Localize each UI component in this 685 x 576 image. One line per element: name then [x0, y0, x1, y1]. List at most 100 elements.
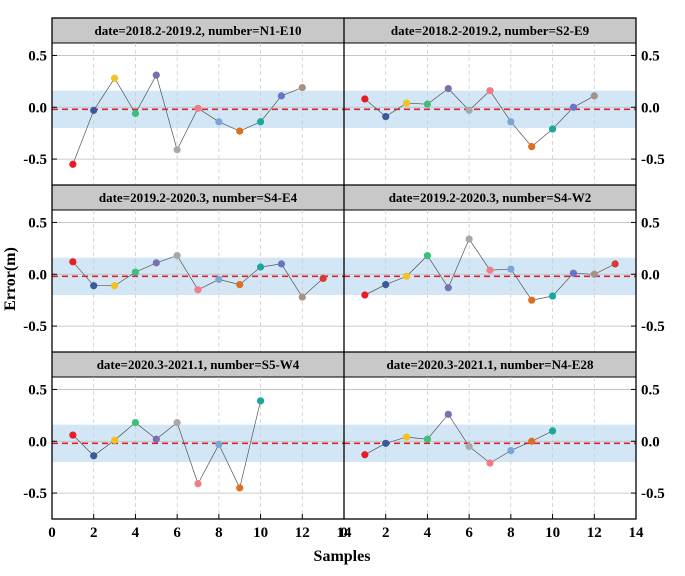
- data-point: [256, 118, 265, 126]
- data-point: [277, 92, 286, 100]
- x-tick-label: 12: [295, 525, 310, 541]
- data-point: [465, 106, 473, 114]
- y-axis-title: Error(m): [2, 247, 19, 311]
- data-point: [256, 263, 265, 271]
- data-point: [319, 274, 327, 283]
- data-point: [611, 260, 619, 268]
- data-point: [194, 104, 202, 112]
- x-tick-label: 4: [132, 525, 140, 541]
- series-line: [72, 74, 303, 165]
- data-point: [173, 146, 181, 154]
- data-point: [548, 292, 557, 300]
- data-point: [569, 103, 578, 111]
- data-point: [382, 439, 390, 447]
- y-tick-label-left: 0.5: [28, 215, 47, 231]
- panel-5: date=2020.3-2021.1, number=S5-W4: [51, 351, 345, 519]
- y-tick-label-right: -0.5: [641, 152, 665, 168]
- data-point: [590, 270, 598, 278]
- y-tick-label-left: -0.5: [23, 486, 47, 502]
- data-point: [361, 95, 369, 103]
- y-tick-label-left: -0.5: [23, 319, 47, 335]
- x-tick-label: 2: [90, 525, 98, 541]
- panel-title: date=2020.3-2021.1, number=N4-E28: [387, 357, 594, 372]
- data-point: [131, 268, 140, 276]
- x-tick-label: 10: [545, 525, 560, 541]
- data-point: [528, 437, 536, 445]
- data-point: [528, 296, 536, 304]
- y-tick-label-right: 0.5: [641, 215, 660, 231]
- y-tick-label-left: 0.5: [28, 382, 47, 398]
- data-point: [90, 282, 98, 290]
- y-tick-label-right: 0.0: [641, 434, 660, 450]
- panel-title: date=2018.2-2019.2, number=N1-E10: [95, 23, 302, 38]
- panel-title-bg: [51, 184, 345, 211]
- data-point: [528, 143, 536, 151]
- x-tick-label: 8: [215, 525, 223, 541]
- data-point: [298, 83, 306, 92]
- x-tick-label: 14: [337, 525, 353, 541]
- data-point: [569, 269, 578, 277]
- data-point: [486, 459, 494, 467]
- x-tick-label: 10: [253, 525, 268, 541]
- data-point: [444, 284, 452, 292]
- x-tick-label: 2: [382, 525, 390, 541]
- data-point: [236, 484, 244, 492]
- data-point: [382, 281, 390, 289]
- data-point: [194, 480, 202, 488]
- panel-6: date=2020.3-2021.1, number=N4-E28: [343, 351, 637, 519]
- panel-title: date=2020.3-2021.1, number=S5-W4: [97, 357, 300, 372]
- x-tick-label: 12: [587, 525, 602, 541]
- x-tick-label: 0: [340, 525, 348, 541]
- data-point: [277, 260, 286, 268]
- data-point: [548, 427, 557, 435]
- panel-1: date=2018.2-2019.2, number=N1-E10: [51, 17, 345, 185]
- data-point: [507, 118, 515, 126]
- data-point: [131, 419, 140, 427]
- data-point: [402, 99, 411, 107]
- data-point: [402, 433, 411, 441]
- data-point: [131, 109, 140, 118]
- panel-title-bg: [51, 17, 345, 44]
- data-point: [444, 410, 452, 418]
- series-line: [364, 413, 553, 464]
- panel-title-bg: [343, 184, 637, 211]
- data-point: [444, 85, 452, 93]
- data-point: [402, 272, 411, 280]
- data-point: [486, 87, 494, 95]
- y-tick-label-right: 0.0: [641, 100, 660, 116]
- data-point: [90, 106, 98, 114]
- y-tick-label-left: -0.5: [23, 152, 47, 168]
- data-point: [256, 397, 265, 405]
- x-tick-label: 8: [507, 525, 515, 541]
- y-tick-label-right: 0.0: [641, 267, 660, 283]
- panel-title: date=2019.2-2020.3, number=S4-W2: [389, 190, 592, 205]
- data-point: [423, 100, 432, 108]
- data-point: [110, 282, 119, 290]
- x-tick-label: 6: [173, 525, 181, 541]
- data-point: [173, 419, 181, 427]
- data-point: [69, 160, 77, 168]
- y-tick-label-left: 0.0: [28, 100, 47, 116]
- data-point: [69, 258, 77, 266]
- y-tick-label-right: -0.5: [641, 486, 665, 502]
- data-point: [361, 451, 369, 459]
- x-tick-label: 0: [48, 525, 56, 541]
- data-point: [110, 436, 119, 444]
- data-point: [486, 266, 494, 274]
- data-point: [236, 127, 244, 135]
- data-point: [152, 71, 160, 79]
- panel-4: date=2019.2-2020.3, number=S4-W2: [343, 184, 637, 352]
- panel-2: date=2018.2-2019.2, number=S2-E9: [343, 17, 637, 185]
- data-point: [382, 112, 390, 121]
- data-point: [361, 291, 369, 299]
- data-point: [298, 293, 306, 301]
- data-point: [215, 118, 223, 126]
- data-point: [465, 235, 473, 243]
- data-point: [465, 442, 473, 451]
- data-point: [194, 286, 202, 294]
- data-point: [215, 275, 223, 284]
- data-point: [236, 281, 244, 289]
- x-tick-label: 6: [465, 525, 473, 541]
- series-line: [72, 400, 261, 489]
